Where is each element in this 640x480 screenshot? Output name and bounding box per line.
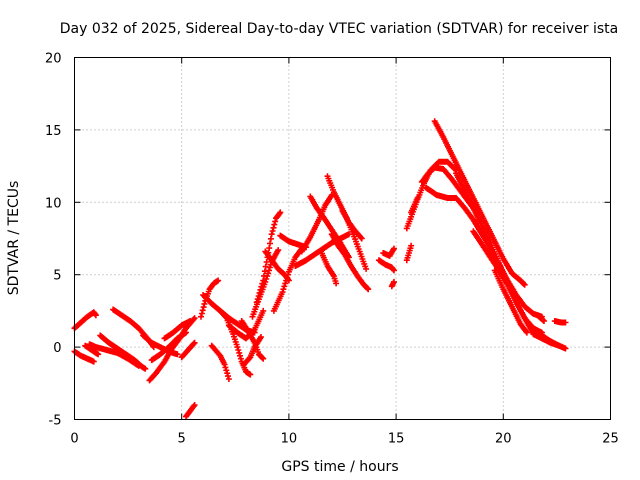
y-tick-label: 10 [45,196,62,211]
x-tick-label: 15 [388,432,405,447]
data-track [530,325,562,349]
data-track [388,278,397,290]
y-tick-label: -5 [49,414,62,429]
data-track [178,339,198,361]
data-track [298,192,335,255]
data-points [71,118,569,420]
data-track [183,402,198,420]
data-track [380,245,397,259]
y-tick-label: 5 [53,269,61,284]
data-track [339,208,365,242]
x-tick-label: 10 [281,432,298,447]
x-axis-title: GPS time / hours [281,459,398,475]
data-track [270,245,305,314]
y-axis-title: SDTVAR / TECUs [6,181,22,296]
data-track [375,257,397,274]
x-tick-label: 20 [495,432,512,447]
data-track [161,318,194,342]
y-tick-label: 20 [45,52,62,67]
x-tick-label: 5 [178,432,186,447]
y-tick-label: 15 [45,124,62,139]
data-track [328,231,372,293]
tick-labels: 0 5 10 15 20 25 -5 0 5 10 15 20 [45,52,619,447]
x-tick-label: 25 [602,432,619,447]
data-track [551,318,569,326]
data-track [534,312,547,324]
y-tick-label: 0 [53,341,61,356]
data-track [240,334,264,368]
plot-border [74,57,611,420]
data-track [403,242,415,264]
data-track [431,118,528,288]
data-track [82,342,102,358]
x-tick-label: 0 [70,432,78,447]
chart-title: Day 032 of 2025, Sidereal Day-to-day VTE… [60,21,618,37]
data-track [86,341,142,369]
data-track [148,329,189,364]
data-track [491,267,530,336]
data-track [208,342,232,382]
data-track [408,195,421,216]
data-track [318,248,340,287]
